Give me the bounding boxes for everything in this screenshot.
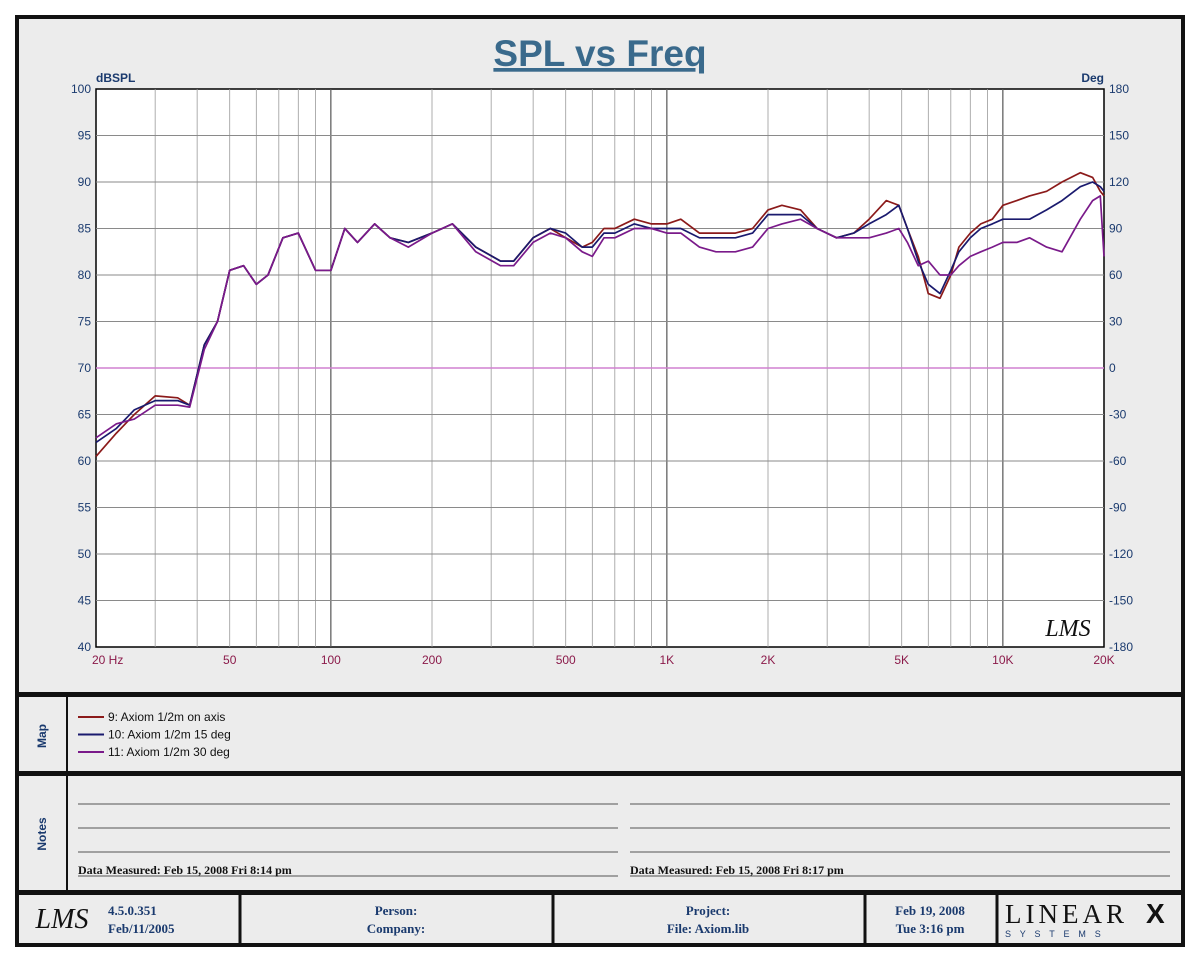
divider <box>17 692 1183 697</box>
brand-x-logo: X <box>1146 898 1165 929</box>
watermark-logo: LMS <box>1044 616 1090 642</box>
y-tick-label: 100 <box>71 82 91 96</box>
footer-logo: LMS <box>35 904 89 935</box>
y2-tick-label: -60 <box>1109 454 1127 468</box>
brand-subtitle: S Y S T E M S <box>1005 929 1104 939</box>
series-line <box>95 195 1105 439</box>
x-tick-label: 20K <box>1093 653 1114 667</box>
y-tick-label: 55 <box>78 501 92 515</box>
y2-tick-label: 180 <box>1109 82 1129 96</box>
footer: LMS 4.5.0.351 Feb/11/2005 Person: Compan… <box>35 895 1165 943</box>
y-tick-label: 70 <box>78 361 92 375</box>
y2-tick-label: -120 <box>1109 547 1133 561</box>
y2-tick-label: 60 <box>1109 268 1123 282</box>
grid-lines <box>96 89 1104 647</box>
version-text: 4.5.0.351 <box>108 903 157 918</box>
legend-label: 9: Axiom 1/2m on axis <box>108 710 225 724</box>
y-tick-label: 45 <box>78 594 92 608</box>
x-tick-label: 2K <box>761 653 776 667</box>
divider <box>17 771 1183 776</box>
report-time: Tue 3:16 pm <box>896 921 965 936</box>
x-tick-label: 50 <box>223 653 237 667</box>
y2-tick-label: 150 <box>1109 129 1129 143</box>
x-tick-label: 200 <box>422 653 442 667</box>
y-tick-label: 60 <box>78 454 92 468</box>
y2-tick-labels: 180 150 120 90 60 30 0 -30 -60 -90 -120 -150 -180 <box>1109 82 1133 654</box>
y2-tick-label: 30 <box>1109 315 1123 329</box>
legend: 9: Axiom 1/2m on axis 10: Axiom 1/2m 15 d… <box>78 710 231 759</box>
company-label: Company: <box>367 921 426 936</box>
series-lines <box>95 171 1105 457</box>
y2-tick-label: 120 <box>1109 175 1129 189</box>
y2-tick-label: 90 <box>1109 222 1123 236</box>
x-tick-label: 10K <box>992 653 1013 667</box>
y-tick-label: 50 <box>78 547 92 561</box>
y2-tick-label: -90 <box>1109 501 1127 515</box>
y-tick-label: 65 <box>78 408 92 422</box>
y2-tick-label: 0 <box>1109 361 1116 375</box>
legend-label: 11: Axiom 1/2m 30 deg <box>108 745 230 759</box>
version-date-text: Feb/11/2005 <box>108 921 175 936</box>
y-tick-label: 40 <box>78 640 92 654</box>
brand-name: LINEAR <box>1005 899 1128 929</box>
x-tick-label: 5K <box>894 653 909 667</box>
divider <box>17 890 1183 895</box>
x-tick-label: 20 Hz <box>92 653 123 667</box>
x-tick-labels: 20 Hz 50 100 200 500 1K 2K 5K 10K 20K <box>92 653 1115 667</box>
project-label: Project: <box>686 903 731 918</box>
notes-right-text: Data Measured: Feb 15, 2008 Fri 8:17 pm <box>630 863 844 877</box>
file-label: File: Axiom.lib <box>667 921 749 936</box>
notes-panel: Notes Data Measured: Feb 15, 2008 Fri 8:… <box>35 776 1170 891</box>
y2-tick-label: -150 <box>1109 594 1133 608</box>
map-panel: Map 9: Axiom 1/2m on axis 10: Axiom 1/2m … <box>35 697 231 772</box>
y2-axis-label: Deg <box>1081 71 1104 85</box>
chart-panel: SPL vs Freq dBSPL Deg 100 95 90 85 80 75 70 65 6… <box>71 33 1133 667</box>
notes-label: Notes <box>35 817 49 851</box>
y-tick-label: 90 <box>78 175 92 189</box>
y-tick-label: 85 <box>78 222 92 236</box>
legend-label: 10: Axiom 1/2m 15 deg <box>108 728 231 742</box>
x-tick-label: 100 <box>321 653 341 667</box>
y-tick-label: 95 <box>78 129 92 143</box>
person-label: Person: <box>375 903 418 918</box>
y2-tick-label: -180 <box>1109 640 1133 654</box>
x-tick-label: 1K <box>660 653 675 667</box>
y-tick-label: 75 <box>78 315 92 329</box>
y2-tick-label: -30 <box>1109 408 1127 422</box>
notes-left-text: Data Measured: Feb 15, 2008 Fri 8:14 pm <box>78 863 292 877</box>
x-tick-label: 500 <box>556 653 576 667</box>
chart-title: SPL vs Freq <box>493 33 706 74</box>
map-label: Map <box>35 724 49 748</box>
y-axis-label: dBSPL <box>96 71 135 85</box>
report-date: Feb 19, 2008 <box>895 903 965 918</box>
y-tick-labels: 100 95 90 85 80 75 70 65 60 55 50 45 40 <box>71 82 91 654</box>
y-tick-label: 80 <box>78 268 92 282</box>
